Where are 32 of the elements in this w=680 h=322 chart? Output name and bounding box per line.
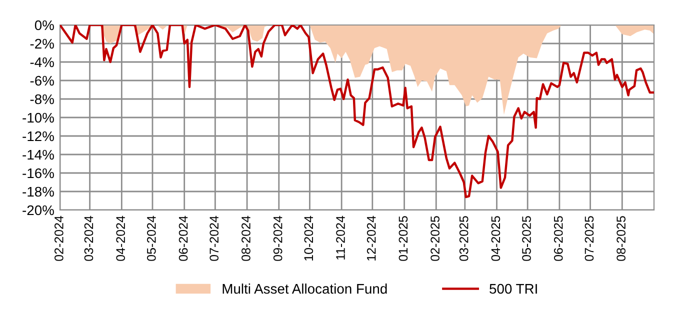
x-tick-label: 08-2024 — [242, 216, 250, 261]
x-tick-label: 07-2025 — [584, 216, 594, 261]
x-tick-label: 06-2024 — [178, 216, 188, 261]
x-tick-label: 03-2024 — [84, 216, 94, 261]
y-tick-label: -20% — [22, 205, 54, 216]
x-tick-label: 12-2024 — [366, 216, 376, 260]
y-tick-label: -4% — [30, 57, 54, 68]
x-tick-label: 09-2024 — [273, 216, 282, 261]
y-tick-label: -12% — [22, 131, 54, 142]
x-tick-label: 11-2024 — [336, 216, 345, 260]
x-tick-label: 01-2025 — [398, 216, 408, 261]
x-tick-label: 05-2024 — [146, 216, 156, 261]
y-tick-label: -16% — [22, 168, 54, 178]
x-tick-label: 07-2024 — [210, 216, 219, 261]
legend-label: 500 TRI — [490, 284, 537, 294]
x-tick-label: 05-2025 — [522, 216, 531, 261]
y-tick-label: -14% — [22, 150, 54, 160]
x-tick-label: 10-2024 — [304, 216, 314, 260]
y-tick-label: -8% — [30, 94, 54, 104]
y-tick-label: -2% — [30, 38, 54, 49]
y-tick-label: 0% — [34, 20, 54, 30]
legend-label: Multi Asset Allocation Fund — [222, 284, 387, 294]
x-tick-label: 04-2024 — [116, 216, 126, 261]
x-tick-label: 06-2025 — [554, 216, 563, 261]
x-tick-label: 02-2025 — [430, 216, 440, 261]
x-tick-label: 03-2025 — [459, 216, 468, 261]
y-tick-label: -10% — [22, 112, 54, 123]
y-tick-label: -6% — [30, 76, 54, 86]
x-tick-label: 08-2025 — [616, 216, 626, 261]
x-tick-label: 02-2024 — [54, 216, 64, 261]
x-tick-label: 04-2025 — [491, 216, 500, 261]
y-tick-label: -18% — [22, 186, 54, 197]
